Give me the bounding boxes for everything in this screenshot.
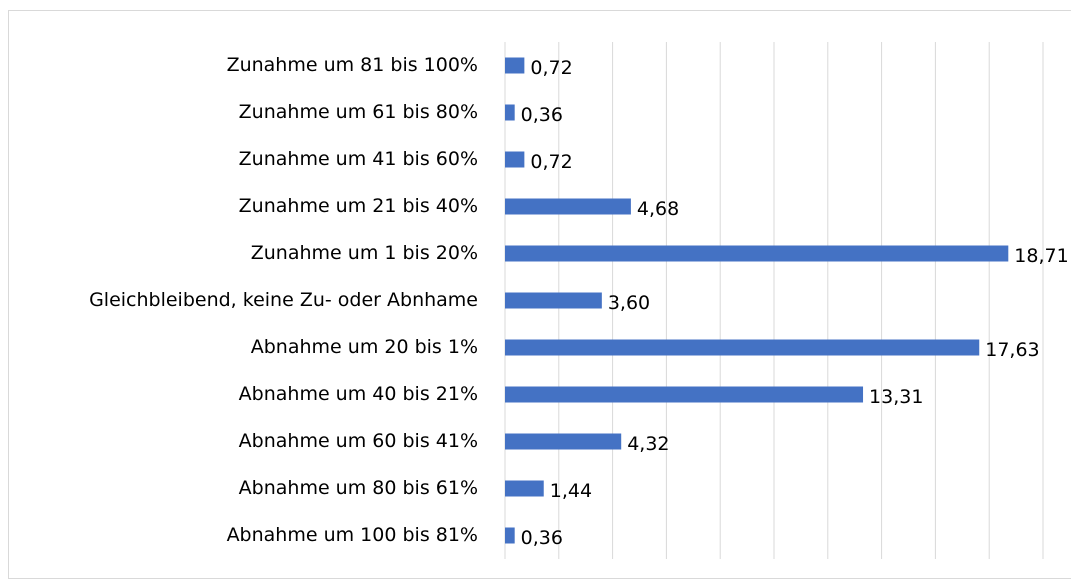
bar [505, 386, 864, 403]
value-label: 13,31 [869, 386, 923, 408]
y-tick-label: Abnahme um 60 bis 41% [239, 430, 478, 452]
value-label: 0,36 [521, 527, 563, 549]
y-tick-label: Abnahme um 100 bis 81% [227, 524, 478, 546]
chart-border [8, 10, 1071, 579]
bar [505, 104, 515, 121]
bar [505, 433, 622, 450]
y-tick-label: Gleichbleibend, keine Zu- oder Abnhame [89, 289, 478, 311]
y-tick-label: Zunahme um 61 bis 80% [239, 101, 478, 123]
value-label: 0,72 [530, 151, 572, 173]
y-tick-label: Abnahme um 40 bis 21% [239, 383, 478, 405]
bar [505, 480, 544, 497]
value-label: 0,72 [530, 57, 572, 79]
bar [505, 198, 631, 215]
bar [505, 57, 525, 74]
value-label: 4,32 [627, 433, 669, 455]
bar [505, 292, 602, 309]
y-tick-label: Zunahme um 81 bis 100% [227, 54, 478, 76]
value-label: 18,71 [1014, 245, 1068, 267]
y-tick-label: Zunahme um 1 bis 20% [251, 242, 478, 264]
y-tick-label: Abnahme um 80 bis 61% [239, 477, 478, 499]
y-tick-label: Zunahme um 21 bis 40% [239, 195, 478, 217]
bar [505, 527, 515, 544]
bar [505, 151, 525, 168]
y-tick-label: Zunahme um 41 bis 60% [239, 148, 478, 170]
value-label: 17,63 [985, 339, 1039, 361]
y-tick-label: Abnahme um 20 bis 1% [251, 336, 478, 358]
bar [505, 245, 1009, 262]
value-label: 4,68 [637, 198, 679, 220]
value-label: 3,60 [608, 292, 650, 314]
value-label: 0,36 [521, 104, 563, 126]
value-label: 1,44 [550, 480, 592, 502]
bar [505, 339, 980, 356]
